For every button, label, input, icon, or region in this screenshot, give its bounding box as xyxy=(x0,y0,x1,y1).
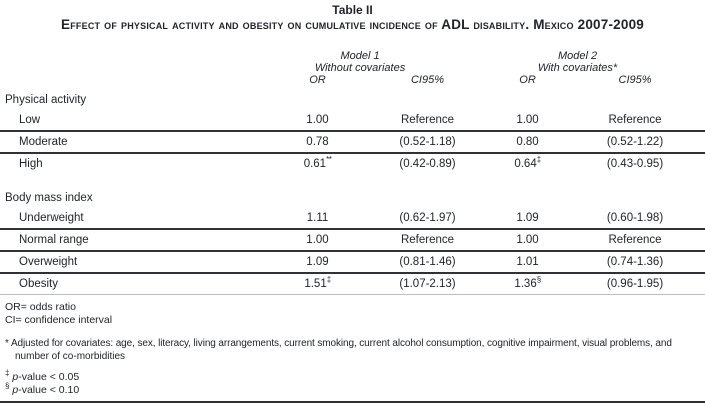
cell-ci-model1: (0.42-0.89) xyxy=(399,158,456,170)
cell-ci-model2: (0.43-0.95) xyxy=(606,158,664,170)
asterisk-marker: * xyxy=(5,338,9,349)
column-header-row: OR CI95% OR CI95% xyxy=(0,74,705,90)
cell-or-model2: 1.09 xyxy=(490,208,566,230)
row-label: Underweight xyxy=(0,208,270,230)
row-label: Low xyxy=(0,110,270,132)
model1-ci-header: CI95% xyxy=(410,74,445,86)
section-marker: § xyxy=(5,381,10,390)
double-dagger-marker: ‡ xyxy=(5,368,10,378)
table-row-moderate: Moderate 0.78 (0.52-1.18) 0.80 (0.52-1.2… xyxy=(0,131,705,154)
table-row-high: High 0.61** (0.42-0.89) 0.64‡ (0.43-0.95… xyxy=(0,153,705,174)
cell-or-model2: 1.00 xyxy=(490,229,566,252)
section-label: Body mass index xyxy=(5,192,93,204)
results-table: Model 1 Model 2 Without covariates With … xyxy=(0,50,705,295)
section-label: Physical activity xyxy=(5,94,87,106)
row-label: Obesity xyxy=(0,273,270,295)
footnote-gap xyxy=(5,363,705,371)
cell-or-model1: 1.51‡ xyxy=(270,273,365,295)
model1-subtitle: Without covariates xyxy=(314,62,406,74)
cell-or-model2: 0.80 xyxy=(490,131,566,154)
table-row-obesity: Obesity 1.51‡ (1.07-2.13) 1.36§ (0.96-1.… xyxy=(0,273,705,295)
cell-or-model1: 1.00 xyxy=(270,110,365,132)
table-number: Table II xyxy=(332,3,373,17)
row-label: Normal range xyxy=(0,229,270,252)
model1-title: Model 1 xyxy=(340,50,380,62)
section-physical-activity: Physical activity xyxy=(0,90,705,110)
model2-title: Model 2 xyxy=(557,50,598,62)
bottom-rule xyxy=(0,401,705,403)
ci-definition: CI= confidence interval xyxy=(5,313,113,326)
cell-ci-model1: (0.52-1.18) xyxy=(365,131,491,154)
model2-or-header: OR xyxy=(519,74,536,86)
significance-marker: § xyxy=(536,275,541,285)
cell-ci-model2: (0.96-1.95) xyxy=(565,273,705,295)
footnote-gap xyxy=(5,326,705,338)
or-definition: OR= odds ratio xyxy=(5,301,76,313)
significance-marker: ** xyxy=(326,155,332,165)
model-title-row: Model 1 Model 2 xyxy=(0,50,705,62)
table-row-normal-range: Normal range 1.00 Reference 1.00 Referen… xyxy=(0,229,705,252)
table-row-overweight: Overweight 1.09 (0.81-1.46) 1.01 (0.74-1… xyxy=(0,251,705,274)
row-label: Overweight xyxy=(0,251,270,274)
cell-ci-model1: (1.07-2.13) xyxy=(365,273,491,295)
model1-or-header: OR xyxy=(309,74,326,86)
table-footnotes: OR= odds ratio CI= confidence interval *… xyxy=(0,301,705,396)
cell-or-model1: 1.09 xyxy=(270,251,365,274)
cell-ci-model2: Reference xyxy=(565,229,705,252)
pvalue-010-note: § p-value < 0.10 xyxy=(5,381,80,396)
row-label: High xyxy=(19,158,43,170)
cell-or-model1: 0.78 xyxy=(270,131,365,154)
section-spacer xyxy=(0,174,705,188)
cell-ci-model2: (0.52-1.22) xyxy=(565,131,705,154)
significance-marker: ‡ xyxy=(326,275,331,285)
model-subtitle-row: Without covariates With covariates* xyxy=(0,62,705,74)
cell-or-model2: 1.01 xyxy=(490,251,566,274)
model2-subtitle: With covariates* xyxy=(537,62,618,74)
cell-or-model1: 0.61** xyxy=(303,155,332,170)
table-row-underweight: Underweight 1.11 (0.62-1.97) 1.09 (0.60-… xyxy=(0,208,705,230)
adjusted-covariates-note-continued: number of co-morbidities xyxy=(15,350,126,362)
row-label: Moderate xyxy=(0,131,270,154)
cell-ci-model1: Reference xyxy=(365,229,491,252)
cell-ci-model2: Reference xyxy=(565,110,705,132)
cell-or-model2: 1.00 xyxy=(490,110,566,132)
table-title: Effect of physical activity and obesity … xyxy=(61,17,644,32)
adjusted-covariates-note: * Adjusted for covariates: age, sex, lit… xyxy=(5,338,672,349)
cell-ci-model1: (0.81-1.46) xyxy=(365,251,491,274)
cell-or-model1: 1.11 xyxy=(270,208,365,230)
cell-ci-model1: Reference xyxy=(365,110,491,132)
cell-ci-model2: (0.60-1.98) xyxy=(565,208,705,230)
section-body-mass-index: Body mass index xyxy=(0,188,705,208)
pvalue-005-note: ‡ p-value < 0.05 xyxy=(5,368,80,383)
cell-ci-model1: (0.62-1.97) xyxy=(365,208,491,230)
table-row-low: Low 1.00 Reference 1.00 Reference xyxy=(0,110,705,132)
model2-ci-header: CI95% xyxy=(618,74,652,86)
cell-ci-model2: (0.74-1.36) xyxy=(565,251,705,274)
cell-or-model2: 0.64‡ xyxy=(514,155,541,170)
cell-or-model2: 1.36§ xyxy=(490,273,566,295)
cell-or-model1: 1.00 xyxy=(270,229,365,252)
significance-marker: ‡ xyxy=(536,155,541,165)
